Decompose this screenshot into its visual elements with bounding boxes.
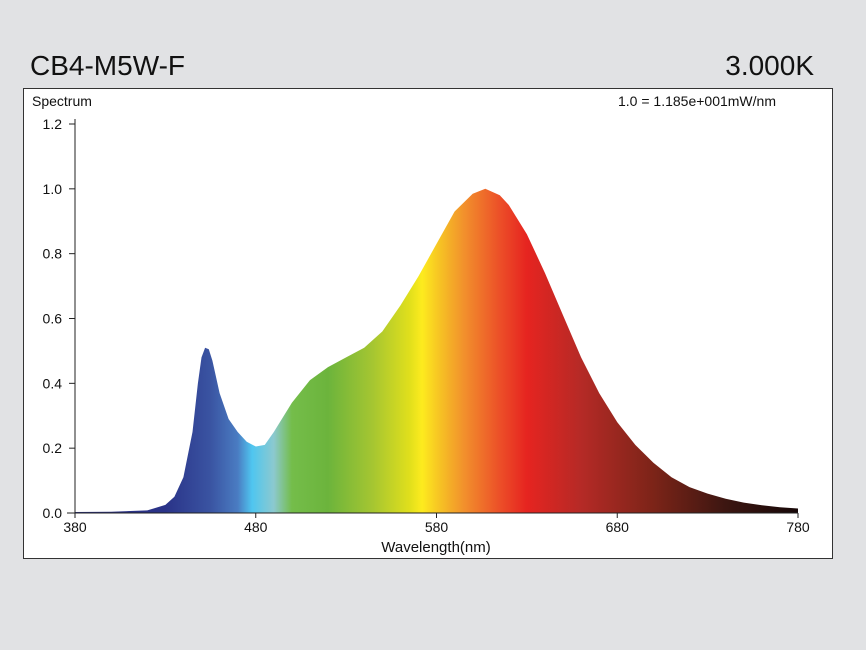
y-tick-label: 1.0 bbox=[43, 181, 63, 197]
y-tick-label: 1.2 bbox=[43, 116, 63, 132]
y-tick-label: 0.0 bbox=[43, 505, 63, 521]
cct-title: 3.000K bbox=[725, 50, 814, 81]
x-tick-label: 780 bbox=[786, 519, 810, 535]
chart-title: Spectrum bbox=[32, 93, 92, 109]
y-tick-label: 0.2 bbox=[43, 440, 63, 456]
x-axis-label: Wavelength(nm) bbox=[381, 539, 490, 556]
scale-note: 1.0 = 1.185e+001mW/nm bbox=[618, 93, 776, 109]
x-tick-label: 380 bbox=[63, 519, 87, 535]
y-tick-label: 0.4 bbox=[43, 375, 63, 391]
x-tick-label: 680 bbox=[606, 519, 630, 535]
spectrum-area bbox=[75, 188, 798, 514]
model-title: CB4-M5W-F bbox=[30, 50, 186, 81]
y-tick-label: 0.6 bbox=[43, 311, 63, 327]
y-tick-label: 0.8 bbox=[43, 246, 63, 262]
x-tick-label: 580 bbox=[425, 519, 449, 535]
x-tick-label: 480 bbox=[244, 519, 268, 535]
